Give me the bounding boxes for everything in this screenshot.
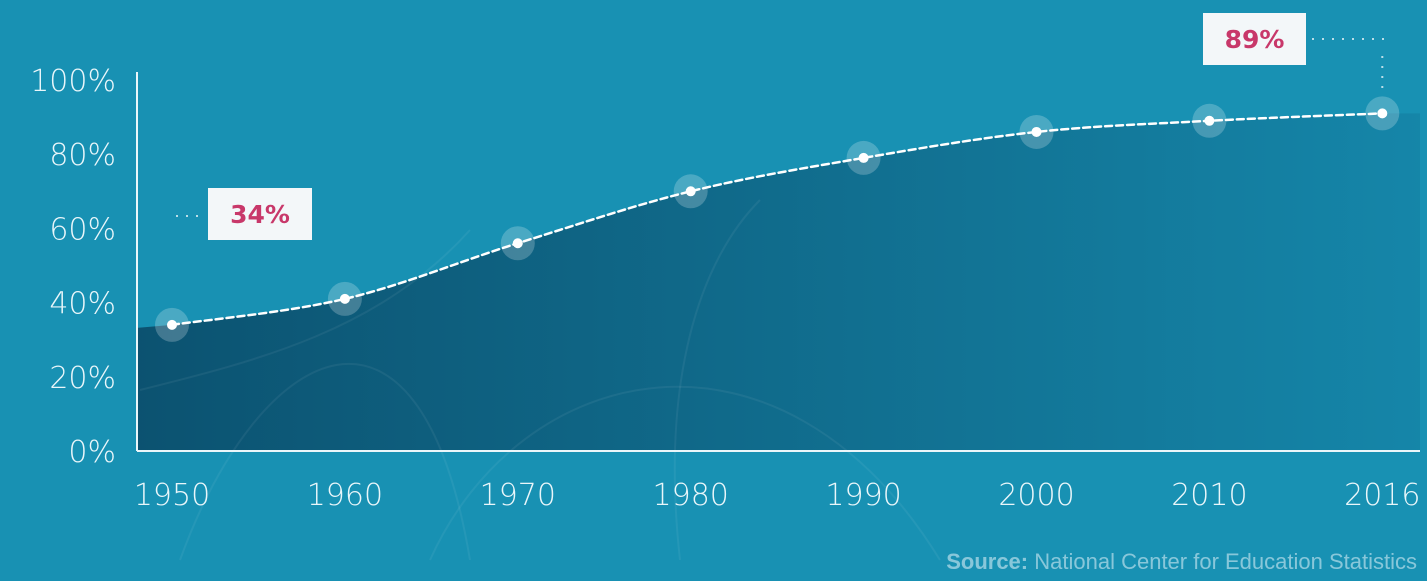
data-point bbox=[685, 186, 696, 197]
x-tick-label: 2010 bbox=[1171, 478, 1247, 513]
source-note: Source: National Center for Education St… bbox=[946, 549, 1417, 575]
decorative-arc bbox=[179, 363, 471, 561]
source-text: National Center for Education Statistics bbox=[1034, 549, 1417, 574]
y-tick-label: 60% bbox=[49, 212, 116, 247]
x-tick-label: 1960 bbox=[307, 478, 383, 513]
annotation-label: 34% bbox=[230, 200, 290, 229]
annotation-label: 89% bbox=[1225, 25, 1285, 54]
data-point bbox=[1377, 108, 1388, 119]
x-tick-label: 1990 bbox=[825, 478, 901, 513]
annotation-box bbox=[208, 188, 312, 240]
x-tick-label: 1950 bbox=[134, 478, 210, 513]
y-tick-label: 20% bbox=[49, 361, 116, 396]
y-tick-label: 40% bbox=[49, 287, 116, 322]
annotation: 89% bbox=[1203, 13, 1384, 92]
area-fill bbox=[137, 113, 1420, 451]
source-prefix: Source: bbox=[946, 549, 1029, 574]
x-tick-label: 2000 bbox=[998, 478, 1074, 513]
series-line bbox=[170, 112, 1384, 327]
decorative-arc bbox=[673, 199, 761, 561]
decorative-arc bbox=[429, 385, 941, 561]
x-tick-label: 1970 bbox=[480, 478, 556, 513]
data-point bbox=[167, 319, 177, 330]
y-tick-label: 0% bbox=[68, 435, 116, 470]
decorative-arc bbox=[139, 229, 471, 391]
x-tick-label: 1980 bbox=[653, 478, 729, 513]
data-point bbox=[858, 152, 869, 163]
annotation: 34% bbox=[176, 188, 312, 240]
annotation-box bbox=[1203, 13, 1306, 65]
y-tick-label: 80% bbox=[49, 138, 116, 173]
x-tick-label: 2016 bbox=[1344, 478, 1420, 513]
data-point bbox=[1204, 115, 1215, 126]
data-point bbox=[1031, 126, 1042, 137]
y-tick-label: 100% bbox=[30, 64, 116, 99]
data-point bbox=[512, 238, 523, 249]
data-point bbox=[339, 293, 350, 304]
